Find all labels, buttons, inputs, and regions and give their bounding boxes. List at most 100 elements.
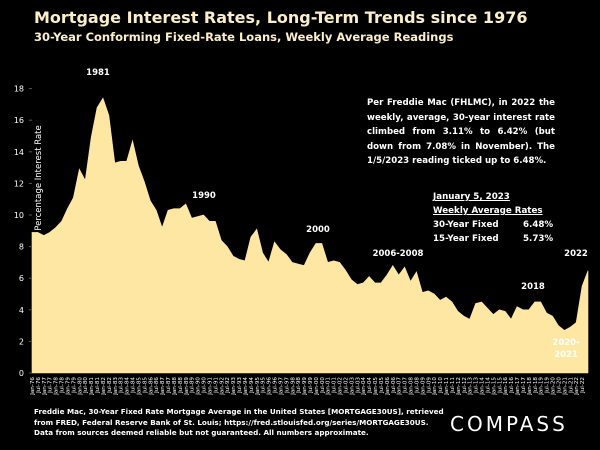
x-tick-label: Jan-94 xyxy=(243,377,249,396)
x-tick-label: Jul-93 xyxy=(237,377,243,394)
chart-title: Mortgage Interest Rates, Long-Term Trend… xyxy=(34,8,528,27)
x-tick-label: Jan-13 xyxy=(468,377,474,396)
x-tick-label: Jul-07 xyxy=(403,377,409,394)
x-tick-label: Jan-00 xyxy=(314,377,320,396)
x-tick-label: Jul-96 xyxy=(273,377,279,394)
note: Per Freddie Mac (FHLMC), in 2022 the wee… xyxy=(367,98,555,167)
x-tick-label: Jul-17 xyxy=(521,377,527,394)
x-tick-label: Jan-80 xyxy=(77,377,83,396)
x-tick-label: Jul-95 xyxy=(261,377,267,394)
x-tick-label: Jan-04 xyxy=(361,377,367,396)
x-tick-label: Jan-89 xyxy=(184,377,190,396)
chart-subtitle: 30-Year Conforming Fixed-Rate Loans, Wee… xyxy=(34,30,454,44)
x-tick-label: Jan-82 xyxy=(101,377,107,396)
annotation: 2020-2021 xyxy=(552,338,580,360)
x-tick-label: Jul-83 xyxy=(119,377,125,394)
x-tick-label: Jul-81 xyxy=(95,377,101,394)
x-tick-label: Jan-87 xyxy=(160,377,166,396)
x-tick-label: Jan-15 xyxy=(491,377,497,396)
x-tick-label: Jan-18 xyxy=(527,377,533,396)
x-tick-label: Jul-79 xyxy=(71,377,77,394)
x-tick-label: Jul-99 xyxy=(308,377,314,394)
annotation: 2022 xyxy=(564,249,588,259)
x-tick-label: Jan-84 xyxy=(125,377,131,396)
x-tick-label: Jul-98 xyxy=(296,377,302,394)
x-tick-label: Jul-91 xyxy=(213,377,219,394)
x-tick-label: Jan-98 xyxy=(290,377,296,396)
x-tick-label: Jan-79 xyxy=(65,377,71,396)
x-tick-label: Jan-83 xyxy=(113,377,119,396)
rate-value: 6.48% xyxy=(523,220,554,230)
x-tick-label: Jul-85 xyxy=(142,377,148,394)
y-tick-label: 8 xyxy=(19,243,24,252)
x-tick-label: Jan-77 xyxy=(42,377,48,396)
x-tick-label: Jan-09 xyxy=(420,377,426,396)
x-tick-label: Jan-91 xyxy=(207,377,213,396)
x-tick-label: Jul-82 xyxy=(107,377,113,394)
x-tick-label: Jan-06 xyxy=(385,377,391,396)
x-tick-label: Jan-03 xyxy=(349,377,355,396)
rate-value: 5.73% xyxy=(523,234,554,244)
x-tick-label: Jan-10 xyxy=(432,377,438,396)
y-axis-label: Percentage Interest Rate xyxy=(34,125,44,230)
x-tick-label: Jan-93 xyxy=(231,377,237,396)
x-tick-label: Jan-92 xyxy=(219,377,225,396)
x-tick-label: Jan-17 xyxy=(515,377,521,396)
x-tick-label: Jan-22 xyxy=(574,377,580,396)
x-tick-label: Jul-11 xyxy=(450,377,456,394)
x-tick-label: Jul-15 xyxy=(497,377,503,394)
y-tick-label: 18 xyxy=(14,85,24,94)
x-tick-label: Jul-88 xyxy=(178,377,184,394)
x-tick-label: Jul-18 xyxy=(533,377,539,394)
x-tick-label: Jul-02 xyxy=(343,377,349,394)
x-tick-label: Jan-21 xyxy=(562,377,568,396)
x-tick-label: Jul-22 xyxy=(580,377,586,394)
x-tick-label: Jul-90 xyxy=(202,377,208,394)
x-tick-label: Jul-77 xyxy=(48,377,54,394)
x-tick-label: Jul-09 xyxy=(426,377,432,394)
source: Freddie Mac, 30-Year Fixed Rate Mortgage… xyxy=(34,407,444,437)
x-tick-label: Jul-78 xyxy=(60,377,66,394)
x-tick-label: Jul-89 xyxy=(190,377,196,394)
x-tick-label: Jan-20 xyxy=(551,377,557,396)
x-tick-label: Jul-76 xyxy=(36,377,42,394)
x-tick-label: Jan-81 xyxy=(89,377,95,396)
box-row: 30-Year Fixed 6.48% xyxy=(433,218,578,232)
x-tick-label: Jul-21 xyxy=(568,377,574,394)
x-tick-label: Jul-84 xyxy=(131,377,137,394)
x-tick-label: Jul-00 xyxy=(320,377,326,394)
box-subtitle: Weekly Average Rates xyxy=(433,206,543,216)
y-tick-label: 10 xyxy=(14,211,24,220)
x-tick-label: Jan-97 xyxy=(278,377,284,396)
x-tick-label: Jul-94 xyxy=(249,377,255,394)
y-tick-label: 6 xyxy=(19,274,24,283)
rates-box: January 5, 2023 Weekly Average Rates 30-… xyxy=(427,188,582,249)
annotation: 1990 xyxy=(192,191,216,201)
x-tick-label: Jul-87 xyxy=(166,377,172,394)
rate-label: 15-Year Fixed xyxy=(433,234,499,244)
x-tick-label: Jan-11 xyxy=(444,377,450,396)
area xyxy=(31,97,589,374)
x-tick-label: Jul-01 xyxy=(332,377,338,394)
x-tick-label: Jul-97 xyxy=(284,377,290,394)
x-tick-label: Jul-19 xyxy=(545,377,551,394)
x-tick-label: Jan-05 xyxy=(373,377,379,396)
box-title: January 5, 2023 xyxy=(433,192,510,202)
x-tick-label: Jul-10 xyxy=(438,377,444,394)
x-tick-label: Jul-20 xyxy=(556,377,562,394)
x-tick-label: Jan-08 xyxy=(409,377,415,396)
y-tick-label: 2 xyxy=(19,337,24,346)
annotation: 2006-2008 xyxy=(373,249,424,259)
y-tick-label: 4 xyxy=(19,306,24,315)
x-tick-label: Jul-14 xyxy=(485,377,491,394)
x-tick-label: Jan-02 xyxy=(338,377,344,396)
x-tick-label: Jan-85 xyxy=(136,377,142,396)
x-tick-label: Jul-03 xyxy=(355,377,361,394)
y-tick-label: 14 xyxy=(14,148,24,157)
x-tick-label: Jan-78 xyxy=(54,377,60,396)
annotation: 1981 xyxy=(86,68,110,78)
y-tick-label: 16 xyxy=(14,116,24,125)
x-tick-label: Jul-06 xyxy=(391,377,397,394)
